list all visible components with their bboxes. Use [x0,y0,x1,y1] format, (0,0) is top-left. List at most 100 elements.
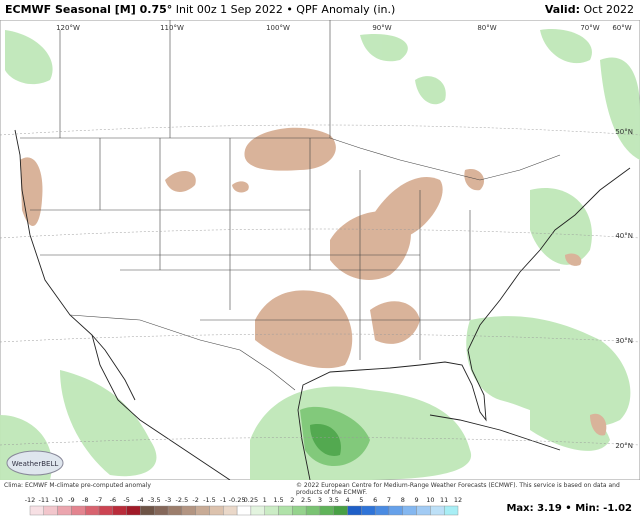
colorbar-label: 4 [345,496,349,504]
valid: Oct 2022 [583,3,634,16]
separator: • [565,503,572,514]
swatch [416,505,431,516]
swatch [333,505,348,516]
colorbar-label: 8 [401,496,405,504]
logo-badge [6,450,64,476]
swatch [278,505,293,516]
swatch [236,505,252,516]
graticule [0,124,640,446]
lon-label: 100°W [266,24,290,32]
colorbar-label: 7 [387,496,391,504]
coastlines [14,129,631,480]
map: 120°W 110°W 100°W 90°W 80°W 70°W 60°W 50°N 40°N… [0,20,640,480]
colorbar-label: 9 [415,496,419,504]
lat-label: 20°N [615,442,633,450]
header: ECMWF Seasonal [M] 0.75° Init 00z 1 Sep … [0,0,640,20]
swatch [402,505,417,516]
min: -1.02 [603,503,632,514]
borders [20,20,561,391]
colorbar-label: -6 [110,496,116,504]
swatch [264,505,279,516]
valid-line: Valid: Oct 2022 [545,0,634,20]
title-line: ECMWF Seasonal [M] 0.75° Init 00z 1 Sep … [5,0,395,20]
swatch [361,505,376,516]
lon-label: 120°W [56,24,80,32]
lon-label: 90°W [372,24,391,32]
min-label: Min: [575,503,600,514]
colorbar-label: 2 [290,496,294,504]
colorbar-label: -10 [52,496,63,504]
colorbar-label: 3 [318,496,322,504]
max: 3.19 [537,503,562,514]
swatch [181,505,196,516]
colorbar-label: 0.25 [244,496,258,504]
colorbar-label: 11 [440,496,448,504]
colorbar-label: -7 [96,496,102,504]
swatch [209,505,224,516]
lat-label: 30°N [615,337,633,345]
colorbar-label: -2.5 [176,496,189,504]
colorbar-label: 10 [426,496,434,504]
colorbar-label: 12 [454,496,462,504]
lon-label: 80°W [477,24,496,32]
swatch [443,505,459,516]
swatch [112,505,127,516]
colorbar: -12 -11 -10 -9 -8 -7 -6 -5 -4 -3.5 -3 -2.5 -2 -1.5 -1-… [25,496,462,516]
swatch [305,505,321,516]
colorbar-label: 5 [359,496,363,504]
swatch [388,505,403,516]
lat-labels: 50°N 40°N 30°N 20°N [615,128,633,450]
swatch [140,505,155,516]
swatch [223,505,238,516]
colorbar-label: -12 [25,496,36,504]
swatch [71,505,86,516]
colorbar-label: -1.5 [203,496,216,504]
colorbar-label: -3 [165,496,171,504]
swatch [98,505,114,516]
clima-note: Clima: ECMWF M-climate pre-computed anom… [4,482,151,489]
colorbar-label: 1.5 [273,496,283,504]
swatch [154,505,169,516]
colorbar-label: -3.5 [148,496,161,504]
colorbar-label: -5 [123,496,129,504]
dry-areas [20,127,607,436]
swatch [126,505,141,516]
stats: Max: 3.19 • Min: -1.02 [506,503,632,514]
lat-label: 40°N [615,232,633,240]
swatch [292,505,307,516]
lon-label: 70°W [580,24,599,32]
colorbar-label: -1 [220,496,226,504]
swatch [85,505,100,516]
swatch [29,505,45,516]
copyright: © 2022 European Centre for Medium-Range … [296,482,620,496]
swatch [167,505,183,516]
lon-label: 110°W [160,24,184,32]
colorbar-label: -11 [38,496,49,504]
colorbar-label: -8 [82,496,88,504]
swatch [250,505,265,516]
swatch [319,505,334,516]
colorbar-label: -2 [192,496,198,504]
colorbar-label: 1 [263,496,267,504]
swatch [57,505,72,516]
swatch [374,505,390,516]
subtitle: Init 00z 1 Sep 2022 • QPF Anomaly (in.) [175,3,396,16]
colorbar-label: 2.5 [301,496,311,504]
swatch [430,505,445,516]
lon-label: 60°W [612,24,631,32]
valid-label: Valid: [544,3,580,16]
max-label: Max: [506,503,534,514]
title: ECMWF Seasonal [M] 0.75° [5,3,173,16]
colorbar-label: 3.5 [329,496,339,504]
logo: WeatherBELL [12,460,59,468]
colorbar-label: -4 [137,496,143,504]
lon-labels: 120°W 110°W 100°W 90°W 80°W 70°W 60°W [56,24,632,32]
colorbar-label: 6 [373,496,377,504]
swatch [347,505,362,516]
lat-label: 50°N [615,128,633,136]
swatch [43,505,58,516]
swatch [195,505,210,516]
colorbar-label: -0.25 [229,496,246,504]
colorbar-label: -9 [68,496,74,504]
